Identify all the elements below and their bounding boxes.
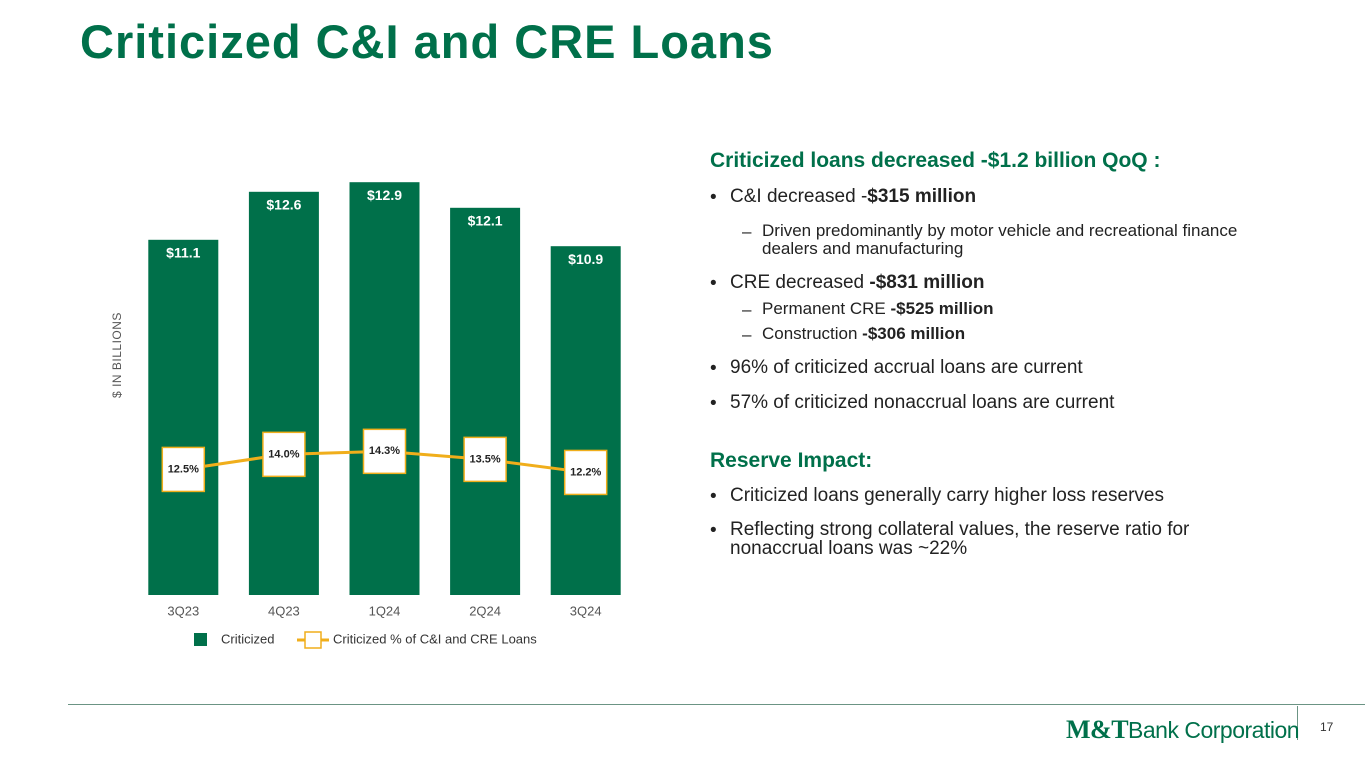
logo-text: Bank Corporation — [1128, 717, 1300, 743]
bar — [349, 182, 420, 595]
section-heading: Criticized loans decreased -$1.2 billion… — [710, 149, 1161, 172]
bullet-text: Criticized loans generally carry higher … — [730, 485, 1165, 506]
bullet: • 96% of criticized accrual loans are cur… — [710, 357, 1270, 379]
line-marker — [362, 428, 407, 475]
bar — [450, 207, 521, 596]
bullet: • Criticized loans generally carry higher… — [710, 485, 1270, 507]
bullet: • CRE decreased -$831 million — [710, 272, 985, 294]
sub-bullet-bold: -$525 million — [890, 299, 994, 318]
bar — [248, 191, 319, 596]
sub-bullet-text: Construction — [762, 324, 863, 343]
bar — [550, 246, 621, 595]
bullet-text: C&I decreased - — [730, 186, 868, 207]
page-number: 17 — [1320, 720, 1334, 734]
line-marker — [262, 431, 306, 478]
legend-label: Criticized — [221, 631, 274, 646]
line-label: 14.3% — [369, 445, 400, 457]
axis-label: $ IN BILLIONS — [110, 312, 124, 398]
x-tick-label: 3Q23 — [167, 603, 199, 618]
bullet-text: 96% of criticized accrual loans are curr… — [730, 357, 1083, 378]
line-label: 13.5% — [469, 453, 500, 465]
x-tick-label: 3Q24 — [570, 603, 602, 618]
line-marker — [563, 449, 608, 496]
sub-bullet-text: Driven predominantly by motor vehicle an… — [762, 221, 1243, 258]
sub-bullet-bold: -$306 million — [862, 324, 966, 343]
footer-rule — [68, 704, 1365, 705]
sub-bullet: – Permanent CRE -$525 million — [742, 299, 994, 320]
sub-bullet-text: Permanent CRE — [762, 299, 891, 318]
line-marker — [161, 446, 206, 493]
line-label: 14.0% — [268, 448, 299, 460]
bar-label: $12.6 — [266, 197, 301, 213]
bar — [148, 239, 219, 596]
bullet-text: 57% of criticized nonaccrual loans are c… — [730, 392, 1115, 413]
bar-label: $11.1 — [166, 245, 200, 261]
sub-bullet: – Driven predominantly by motor vehicle a… — [742, 222, 1272, 258]
sub-bullet: – Construction -$306 million — [742, 324, 966, 345]
bar-label: $12.9 — [367, 187, 402, 203]
x-tick-label: 2Q24 — [469, 603, 501, 618]
bullet: • Reflecting strong collateral values, th… — [710, 520, 1255, 558]
bullet-text: CRE decreased — [730, 272, 870, 293]
legend-swatch — [194, 633, 207, 646]
legend-swatch — [304, 631, 322, 649]
x-tick-label: 4Q23 — [268, 603, 300, 618]
line-marker — [463, 436, 507, 483]
legend-label: Criticized % of C&I and CRE Loans — [333, 631, 537, 646]
bullet-bold: -$831 million — [869, 272, 985, 293]
chart: $ IN BILLIONS $11.1 $12.6 $12.9 $12.1 $10.9 12… — [110, 182, 621, 649]
slide-title: Criticized C&I and CRE Loans — [80, 15, 774, 68]
bullet: • 57% of criticized nonaccrual loans are … — [710, 392, 1270, 414]
logo-mark: M&T — [1066, 715, 1129, 744]
line-label: 12.2% — [570, 466, 601, 478]
bar-label: $12.1 — [468, 213, 503, 229]
bar-label: $10.9 — [568, 251, 603, 267]
bullet-bold: $315 million — [867, 186, 977, 207]
x-tick-label: 1Q24 — [369, 603, 401, 618]
section-heading: Reserve Impact: — [710, 449, 873, 472]
footer-divider — [1297, 706, 1298, 740]
line-label: 12.5% — [168, 463, 199, 475]
bullet: • C&I decreased -$315 million — [710, 186, 977, 208]
bullet-text: Reflecting strong collateral values, the… — [730, 519, 1195, 559]
logo: M&TBank Corporation — [1066, 714, 1300, 745]
